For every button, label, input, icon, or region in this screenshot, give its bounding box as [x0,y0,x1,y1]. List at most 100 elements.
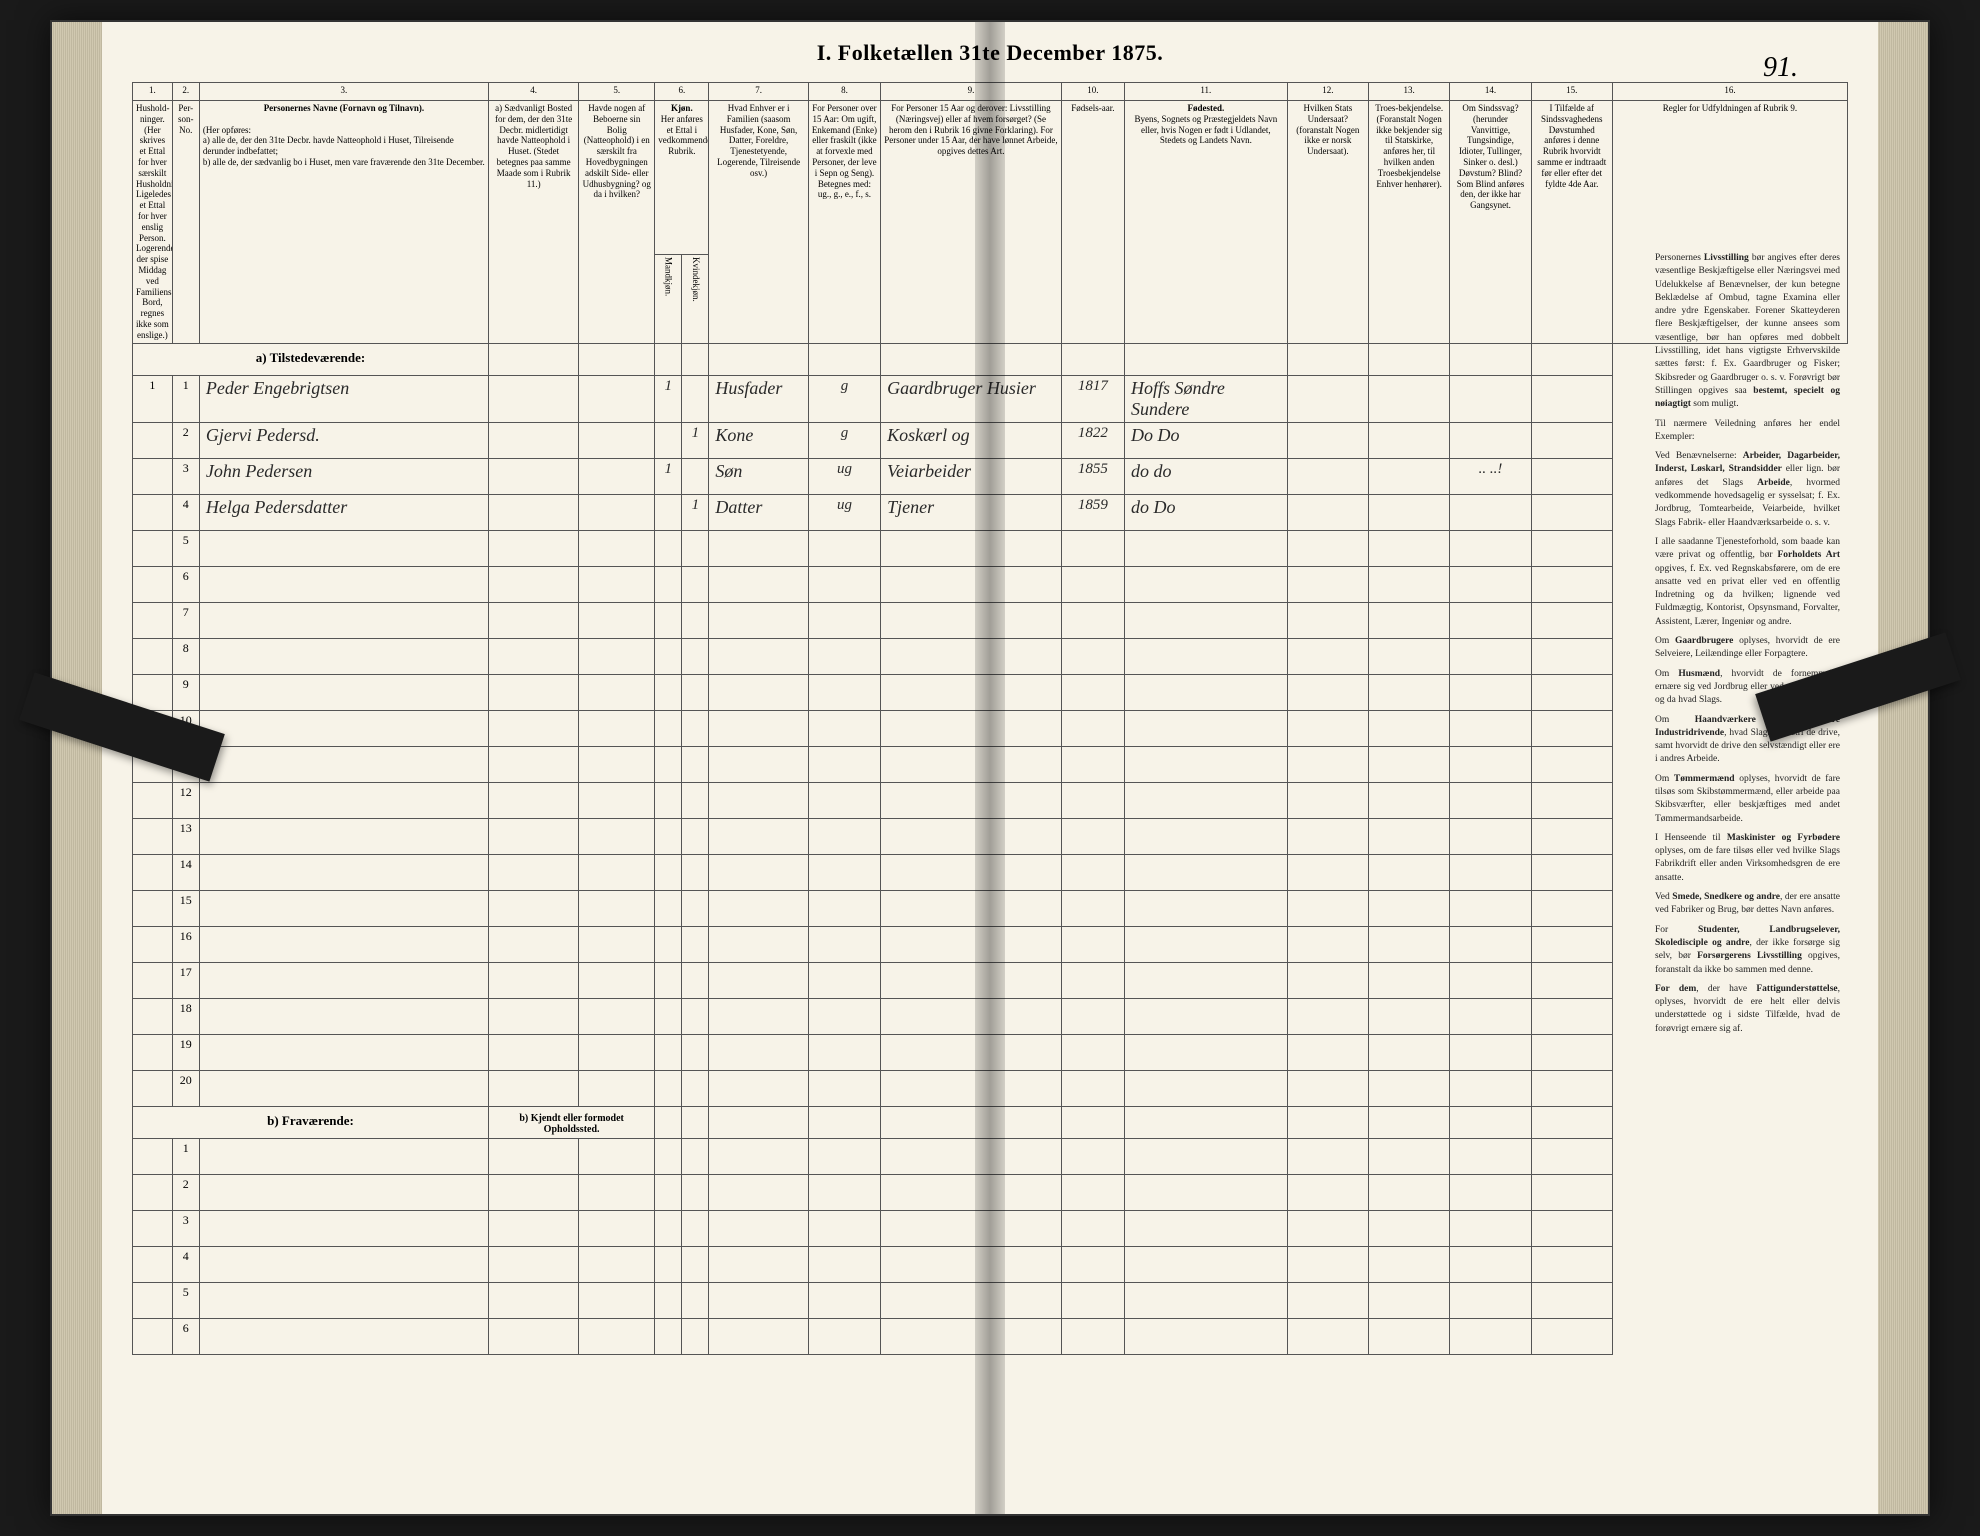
page-edges-left [52,22,102,1514]
colnum-2: 2. [172,83,199,101]
household-num [133,422,173,458]
cell-occupation: Tjener [881,494,1062,530]
person-num: 7 [172,602,199,638]
colnum-1: 1. [133,83,173,101]
cell-year: 1859 [1061,494,1124,530]
cell-c5 [579,375,655,422]
hdr-c10: Fødsels-aar. [1061,101,1124,344]
instructions-column: Personernes Livsstilling bør angives eft… [1655,252,1840,1042]
cell-marital: ug [808,458,880,494]
hdr-c12: Hvilken Stats Undersaat? (foranstalt Nog… [1287,101,1368,344]
hdr-c11-sub: Byens, Sognets og Præstegjeldets Navn el… [1134,114,1277,146]
colnum-7: 7. [709,83,808,101]
cell-marital: g [808,375,880,422]
section-a-label: a) Tilstedeværende: [133,343,489,375]
cell-relation: Kone [709,422,808,458]
person-num: 3 [172,458,199,494]
person-num: 17 [172,962,199,998]
instruction-paragraph: Ved Smede, Snedkere og andre, der ere an… [1655,891,1840,918]
hdr-c7: Hvad Enhver er i Familien (saasom Husfad… [709,101,808,344]
person-num: 19 [172,1034,199,1070]
cell-c12 [1287,375,1368,422]
hdr-c6a-label: Mandkjøn. [663,257,674,296]
hdr-c2: Per-son-No. [172,101,199,344]
colnum-8: 8. [808,83,880,101]
colnum-14: 14. [1450,83,1531,101]
hdr-c6b-label: Kvindekjøn. [690,257,701,302]
book-spine [975,22,1005,1514]
person-num: 20 [172,1070,199,1106]
household-num [133,458,173,494]
hdr-c5: Havde nogen af Beboerne sin Bolig (Natte… [579,101,655,344]
person-num: 16 [172,926,199,962]
cell-c12 [1287,458,1368,494]
hdr-c14: Om Sindssvag? (herunder Vanvittige, Tung… [1450,101,1531,344]
hdr-c6: Kjøn. Her anføres et Ettal i vedkommende… [655,101,709,255]
cell-birthplace: do Do [1125,494,1288,530]
cell-birthplace: Do Do [1125,422,1288,458]
cell-c12 [1287,422,1368,458]
page-edges-right [1878,22,1928,1514]
person-name: Helga Pedersdatter [199,494,488,530]
person-num: 6 [172,566,199,602]
person-num: 2 [172,422,199,458]
person-num: 13 [172,818,199,854]
cell-birthplace: Hoffs Søndre Sundere [1125,375,1288,422]
person-num: 9 [172,674,199,710]
cell-female: 1 [682,422,709,458]
person-num-b: 4 [172,1246,199,1282]
person-num-b: 3 [172,1210,199,1246]
person-num: 1 [172,375,199,422]
hdr-c3-title: Personernes Navne (Fornavn og Tilnavn). [264,103,424,113]
person-num: 5 [172,530,199,566]
cell-c13 [1368,422,1449,458]
cell-relation: Husfader [709,375,808,422]
person-name: Peder Engebrigtsen [199,375,488,422]
instruction-paragraph: Personernes Livsstilling bør angives eft… [1655,252,1840,412]
hdr-c15: I Tilfælde af Sindssvaghedens Døvstumhed… [1531,101,1612,344]
cell-male [655,422,682,458]
cell-c14: .. ..! [1450,458,1531,494]
person-num-b: 2 [172,1174,199,1210]
cell-c5 [579,422,655,458]
person-num: 18 [172,998,199,1034]
household-num [133,494,173,530]
cell-occupation: Koskærl og [881,422,1062,458]
cell-c15 [1531,375,1612,422]
instruction-paragraph: Ved Benævnelserne: Arbeider, Dagarbeider… [1655,450,1840,530]
person-name: Gjervi Pedersd. [199,422,488,458]
hdr-c6a: Mandkjøn. [655,255,682,343]
section-b-label: b) Fraværende: [133,1106,489,1138]
colnum-5: 5. [579,83,655,101]
cell-occupation: Gaardbruger Husier [881,375,1062,422]
page-number: 91. [1763,52,1798,84]
page-spread: I. Folketællen 31te December 1875. 91. 1… [102,22,1878,1514]
cell-c4 [488,494,578,530]
cell-year: 1817 [1061,375,1124,422]
person-num: 15 [172,890,199,926]
hdr-c11-title: Fødested. [1187,103,1224,113]
cell-occupation: Veiarbeider [881,458,1062,494]
colnum-15: 15. [1531,83,1612,101]
person-num: 4 [172,494,199,530]
instruction-paragraph: For Studenter, Landbrugselever, Skoledis… [1655,924,1840,977]
cell-year: 1855 [1061,458,1124,494]
instruction-paragraph: For dem, der have Fattigunderstøttelse, … [1655,983,1840,1036]
cell-c15 [1531,422,1612,458]
person-num: 8 [172,638,199,674]
instruction-paragraph: I Henseende til Maskinister og Fyrbødere… [1655,832,1840,885]
cell-c13 [1368,375,1449,422]
cell-marital: g [808,422,880,458]
cell-c4 [488,422,578,458]
cell-female [682,458,709,494]
cell-relation: Søn [709,458,808,494]
cell-c4 [488,375,578,422]
colnum-10: 10. [1061,83,1124,101]
hdr-c3-sub: (Her opføres: a) alle de, der den 31te D… [203,125,485,168]
hdr-c4: a) Sædvanligt Bosted for dem, der den 31… [488,101,578,344]
colnum-9: 9. [881,83,1062,101]
section-b-right-label: b) Kjendt eller formodet Opholdssted. [488,1106,654,1138]
census-ledger: I. Folketællen 31te December 1875. 91. 1… [50,20,1930,1516]
cell-c13 [1368,494,1449,530]
cell-c14 [1450,422,1531,458]
